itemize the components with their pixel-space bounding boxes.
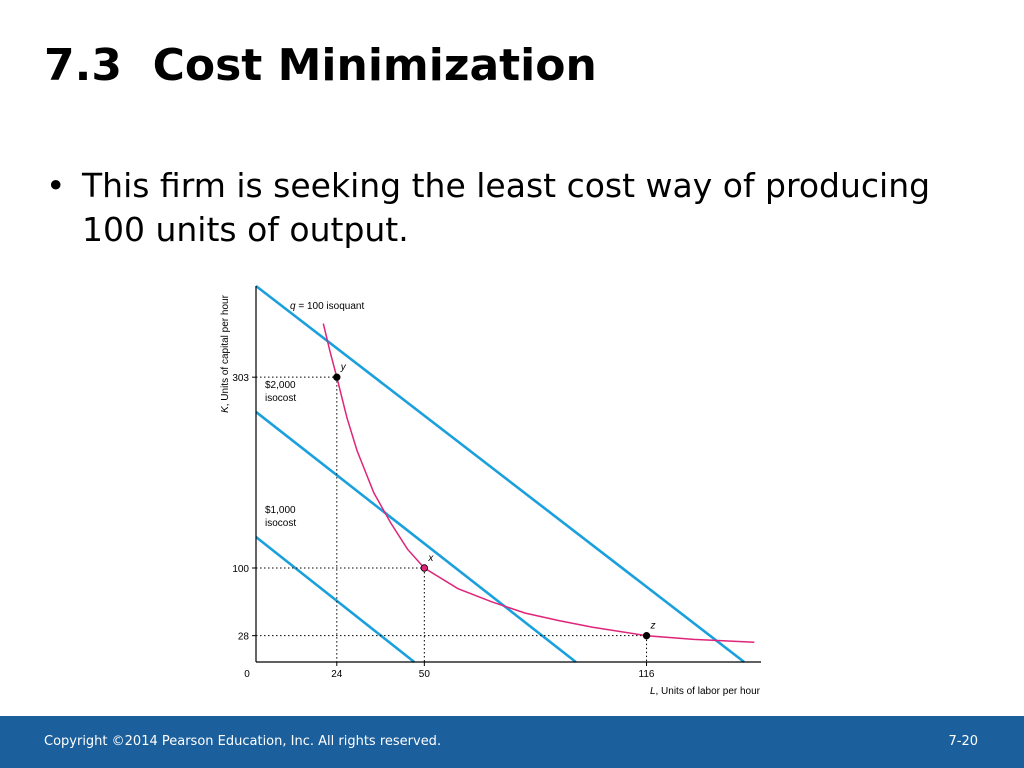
- labels: $3,000isocost$2,000isocost$1,000isocostq…: [220, 294, 761, 697]
- isoquant-label: q = 100 isoquant: [290, 301, 364, 312]
- isoquant-label-rest: = 100 isoquant: [296, 301, 365, 312]
- isoquant-curve: [322, 323, 755, 644]
- origin-label: 0: [244, 669, 250, 680]
- x-tick-label: 50: [419, 669, 431, 680]
- bullet-marker: •: [46, 166, 66, 205]
- point-y: [333, 373, 341, 381]
- point-label: x: [427, 553, 434, 564]
- isocost-line: [255, 410, 577, 664]
- footer-page-number: 7-20: [948, 734, 978, 749]
- isocost-label: $1,000: [265, 505, 296, 516]
- isocost-line: [255, 284, 745, 664]
- bullet-list: • This firm is seeking the least cost wa…: [44, 164, 944, 252]
- x-tick-label: 24: [331, 669, 343, 680]
- x-axis-title-var: L: [650, 686, 656, 697]
- isocost-sublabel: isocost: [265, 393, 296, 404]
- bullet-text: This firm is seeking the least cost way …: [82, 166, 931, 249]
- y-axis-title-rest: , Units of capital per hour: [220, 294, 231, 406]
- x-axis-title: L, Units of labor per hour: [650, 686, 761, 697]
- slide-title: 7.3 Cost Minimization: [44, 40, 597, 91]
- x-tick-label: 116: [639, 669, 655, 680]
- point-x: [420, 564, 429, 572]
- y-tick-label: 303: [232, 373, 249, 384]
- isocost-lines: [255, 284, 745, 664]
- bullet-item: • This firm is seeking the least cost wa…: [44, 164, 944, 252]
- axes: [252, 286, 761, 666]
- isoquant-curve-group: [322, 323, 755, 644]
- cost-minimization-chart: $3,000isocost$2,000isocost$1,000isocostq…: [220, 284, 761, 697]
- isocost-line: [255, 535, 416, 664]
- point-label: y: [340, 362, 347, 373]
- y-axis-title-var: K: [220, 405, 231, 413]
- point-label: z: [650, 621, 656, 632]
- isocost-sublabel: isocost: [265, 518, 296, 529]
- isocost-label: $2,000: [265, 380, 296, 391]
- footer-copyright: Copyright ©2014 Pearson Education, Inc. …: [44, 734, 442, 749]
- isoquant-label-var: q: [290, 301, 296, 312]
- point-z: [642, 631, 651, 640]
- footer: Copyright ©2014 Pearson Education, Inc. …: [0, 716, 1024, 768]
- points: [333, 373, 651, 640]
- y-axis-title: K, Units of capital per hour: [220, 294, 231, 413]
- y-tick-label: 100: [232, 564, 249, 575]
- y-tick-label: 28: [238, 632, 250, 643]
- guide-lines: [256, 376, 648, 662]
- x-axis-title-rest: , Units of labor per hour: [656, 686, 761, 697]
